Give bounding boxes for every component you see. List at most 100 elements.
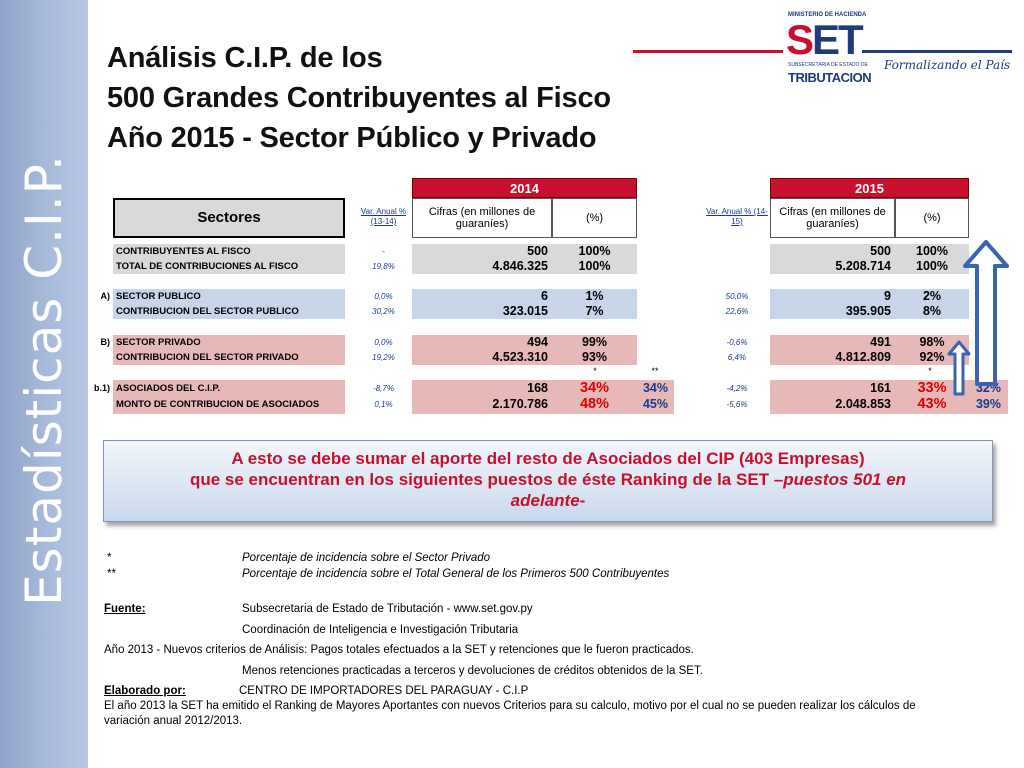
group-publico-2014-bg <box>412 289 637 319</box>
row-label: CONTRIBUCION DEL SECTOR PUBLICO <box>116 306 299 317</box>
note-star2-text: Porcentaje de incidencia sobre el Total … <box>242 568 670 580</box>
group-total-2015-bg <box>770 244 969 274</box>
star-note-2015-a: * <box>928 366 932 376</box>
row-var-2014: -8,7% <box>373 384 394 393</box>
row-cifra-2014: 4.523.310 <box>492 350 548 364</box>
row-pct-2014: 1% <box>585 289 604 303</box>
row-var-2015: 6,4% <box>727 353 747 362</box>
row-pct-2015: 100% <box>916 244 948 258</box>
group-publico-bg <box>113 289 345 319</box>
row-pct-2015: 8% <box>922 304 942 318</box>
group-asociados-2015-bg <box>770 380 1008 414</box>
row-cifra-2014: 6 <box>541 289 548 303</box>
pct-2015-header: (%) <box>895 198 969 238</box>
logo-subtitle: SUBSECRETARIA DE ESTADO DE <box>788 62 868 68</box>
criterios-text: Año 2013 - Nuevos criterios de Análisis:… <box>104 644 694 656</box>
row-cifra-2015: 395.905 <box>845 304 891 318</box>
menos-retenciones-text: Menos retenciones practicadas a terceros… <box>242 665 703 677</box>
callout-box: A esto se debe sumar el aporte del resto… <box>103 440 993 522</box>
pct-2014-label: (%) <box>585 212 604 224</box>
group-privado-bg <box>113 335 345 365</box>
note-star1-mark: * <box>107 552 112 564</box>
logo-tributacion: TRIBUTACION <box>788 70 872 85</box>
ranking-note-line-2: variación anual 2012/2013. <box>104 715 243 727</box>
row-label: SECTOR PUBLICO <box>116 291 201 302</box>
set-logo: SET <box>786 16 864 63</box>
row-var-2015: 50,0% <box>725 292 749 301</box>
row-pct-2015-total: 39% <box>975 397 1002 411</box>
row-pct-2014: 99% <box>581 335 608 349</box>
callout-line-3-end: - <box>579 491 586 510</box>
row-cifra-2015: 500 <box>870 244 891 258</box>
row-cifra-2014: 500 <box>527 244 548 258</box>
row-label: SECTOR PRIVADO <box>116 337 201 348</box>
note-star1-text: Porcentaje de incidencia sobre el Sector… <box>242 552 491 564</box>
pct-2014-header: (%) <box>552 198 637 238</box>
row-cifra-2014: 2.170.786 <box>492 397 548 411</box>
arrow-up-large-icon <box>963 240 1009 386</box>
title-line-2: 500 Grandes Contribuyentes al Fisco <box>107 82 611 114</box>
row-pct-2015: 33% <box>917 380 947 396</box>
row-pct-2014-total: 34% <box>642 381 669 395</box>
sectores-header: Sectores <box>113 198 345 238</box>
sidebar-title: Estadísticas C.I.P. <box>15 154 73 606</box>
fuente-text: Subsecretaria de Estado de Tributación -… <box>242 603 533 615</box>
row-label: CONTRIBUYENTES AL FISCO <box>116 246 251 257</box>
row-pct-2015: 43% <box>917 396 947 412</box>
group-privado-2014-bg <box>412 335 637 365</box>
cifras-2015-label: Cifras (en millones de guaraníes) <box>779 206 886 230</box>
row-prefix: b.1) <box>93 383 110 393</box>
row-prefix: B) <box>100 337 111 347</box>
coordinacion-text: Coordinación de Inteligencia e Investiga… <box>242 624 519 636</box>
row-var-2014: - <box>382 247 385 256</box>
elaborado-label: Elaborado por: <box>104 685 186 697</box>
note-star2-mark: ** <box>107 568 116 580</box>
logo-slogan: Formalizando el País <box>884 58 1011 72</box>
fuente-label: Fuente: <box>104 603 146 615</box>
callout-line-2-italic: puestos 501 en <box>783 470 907 489</box>
group-publico-2015-bg <box>770 289 969 319</box>
row-label: TOTAL DE CONTRIBUCIONES AL FISCO <box>116 261 299 272</box>
row-var-2015: -4,2% <box>726 384 748 393</box>
group-asociados-bg <box>113 380 345 414</box>
row-cifra-2015: 2.048.853 <box>835 397 891 411</box>
row-var-2015: 22,6% <box>725 307 749 316</box>
row-cifra-2015: 4.812.809 <box>835 350 891 364</box>
row-pct-2014: 100% <box>578 259 611 273</box>
row-cifra-2014: 168 <box>527 381 548 395</box>
row-cifra-2014: 4.846.325 <box>492 259 548 273</box>
year-2014-header: 2014 <box>412 178 637 198</box>
logo-blue-line <box>862 50 1012 53</box>
callout-line-2-text: que se encuentran en los siguientes pues… <box>189 470 784 489</box>
row-label: CONTRIBUCION DEL SECTOR PRIVADO <box>116 352 299 363</box>
row-label: ASOCIADOS DEL C.I.P. <box>116 383 221 394</box>
star-note-2014-a: * <box>593 366 597 376</box>
callout-line-2: que se encuentran en los siguientes pues… <box>104 469 992 490</box>
group-asociados-2014-bg <box>412 380 674 414</box>
elaborado-text: CENTRO DE IMPORTADORES DEL PARAGUAY - C.… <box>239 685 529 697</box>
logo-et: ET <box>812 16 864 63</box>
row-var-2014: 19,8% <box>372 262 395 271</box>
cifras-2014-header: Cifras (en millones de guaraníes) <box>412 198 552 238</box>
title-line-3: Año 2015 - Sector Público y Privado <box>107 122 597 154</box>
pct-2015-label: (%) <box>923 212 941 224</box>
row-pct-2015: 92% <box>919 350 945 364</box>
group-privado-2015-bg <box>770 335 969 365</box>
row-pct-2015: 98% <box>919 335 945 349</box>
row-pct-2015: 100% <box>916 259 948 273</box>
logo-ministry-text: MINISTERIO DE HACIENDA <box>788 12 867 18</box>
row-var-2014: 0,1% <box>374 400 393 409</box>
ranking-note-line-1: El año 2013 la SET ha emitido el Ranking… <box>104 700 916 712</box>
sidebar: Estadísticas C.I.P. <box>0 0 88 768</box>
page-title: Análisis C.I.P. de los 500 Grandes Contr… <box>107 38 611 158</box>
row-pct-2014: 7% <box>585 304 604 318</box>
row-cifra-2015: 9 <box>884 289 891 303</box>
row-pct-2014-total: 45% <box>642 397 669 411</box>
row-cifra-2015: 491 <box>870 335 891 349</box>
row-var-2014: 19,2% <box>372 353 395 362</box>
year-2015-header: 2015 <box>770 178 969 198</box>
group-total-bg <box>113 244 345 274</box>
row-pct-2014: 93% <box>581 350 608 364</box>
row-pct-2014: 100% <box>578 244 611 258</box>
row-pct-2015: 2% <box>922 289 942 303</box>
